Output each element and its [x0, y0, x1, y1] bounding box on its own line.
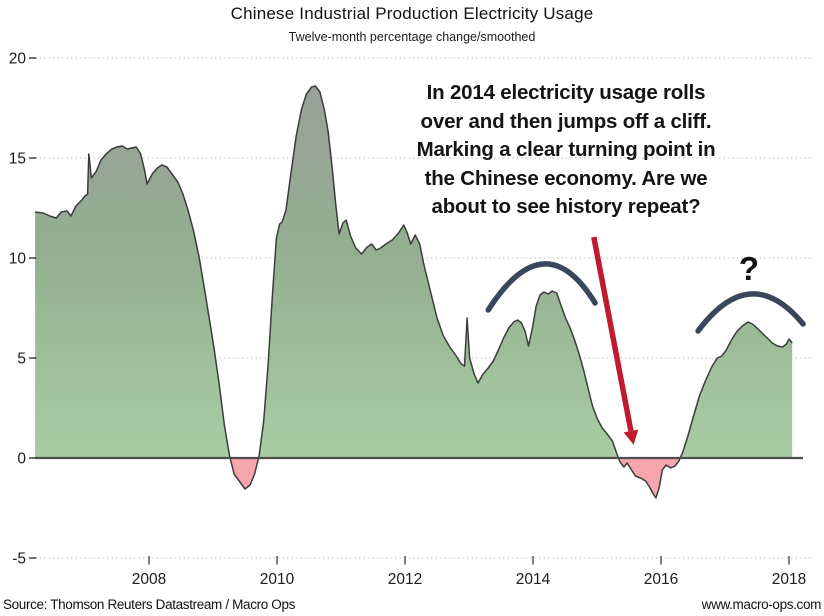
x-axis-label-2018: 2018: [772, 571, 806, 588]
annotation-line: In 2014 electricity usage rolls: [426, 81, 706, 104]
y-axis-label-5: 5: [17, 351, 26, 368]
axes: 20 15 10 5 0 -5 2008 2010 2012 2014 2016 2018: [9, 51, 806, 589]
y-axis-label-0: 0: [17, 451, 26, 468]
area-series: [35, 85, 793, 499]
annotation-line: the Chinese economy. Are we: [424, 166, 708, 190]
page-subtitle: Twelve-month percentage change/smoothed: [288, 30, 536, 44]
annotation-line: over and then jumps off a cliff.: [420, 109, 712, 133]
chart-annotations: [485, 236, 806, 445]
y-axis-label-20: 20: [9, 51, 27, 68]
annotation-line: about to see history repeat?: [431, 195, 701, 219]
page-title: Chinese Industrial Production Electricit…: [230, 4, 594, 23]
x-axis-label-2008: 2008: [132, 571, 166, 588]
series-line: [35, 85, 793, 499]
red-arrow-shaft: [591, 236, 634, 432]
x-axis-label-2016: 2016: [644, 571, 678, 588]
annotation-line: Marking a clear turning point in: [416, 138, 716, 162]
hand-drawn-arc-2017: [695, 291, 806, 334]
x-axis-label-2014: 2014: [516, 571, 551, 588]
area-fill-positive: [35, 86, 793, 458]
question-mark-annotation: ?: [738, 250, 760, 287]
x-axis-label-2012: 2012: [388, 571, 422, 588]
footer: Source: Thomson Reuters Datastream / Mac…: [0, 595, 824, 616]
website-link: www.macro-ops.com: [701, 597, 822, 612]
hand-drawn-arc-2014: [485, 261, 598, 313]
red-arrow-head: [623, 429, 639, 445]
chart-header: Chinese Industrial Production Electricit…: [0, 4, 824, 44]
y-axis-label--5: -5: [12, 551, 26, 568]
source-credit: Source: Thomson Reuters Datastream / Mac…: [3, 597, 296, 612]
annotation-text: In 2014 electricity usage rolls over and…: [398, 79, 734, 222]
x-axis-label-2010: 2010: [260, 571, 295, 588]
y-axis-label-15: 15: [9, 151, 26, 168]
y-axis-label-10: 10: [9, 251, 27, 268]
